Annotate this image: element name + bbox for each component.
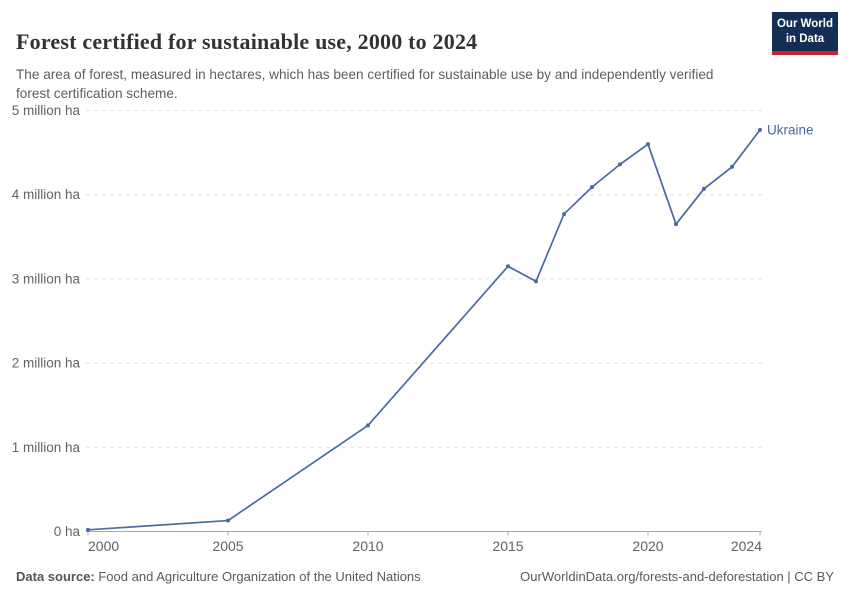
y-tick-label: 3 million ha [12,271,81,286]
y-tick-label: 5 million ha [12,103,81,118]
data-source-value: Food and Agriculture Organization of the… [94,569,421,584]
data-point[interactable] [618,162,622,167]
ukraine-data-line[interactable] [87,129,761,531]
x-tick-label: 2024 [731,538,762,554]
data-point[interactable] [366,423,370,428]
data-point[interactable] [534,279,538,284]
x-tick-label: 2020 [632,538,663,554]
y-tick-label: 0 ha [54,524,81,539]
data-source-text: Data source: Food and Agriculture Organi… [16,569,421,584]
line-chart[interactable]: 0 ha 1 million ha 2 million ha 3 million ha… [0,95,850,570]
data-point[interactable] [674,222,678,227]
owid-logo[interactable]: Our World in Data [772,12,838,55]
attribution-text[interactable]: OurWorldinData.org/forests-and-deforesta… [520,569,834,584]
x-tick-label: 2015 [492,538,523,554]
data-point[interactable] [758,127,762,132]
data-point[interactable] [646,142,650,147]
chart-footer: Data source: Food and Agriculture Organi… [16,569,834,584]
x-tick-label: 2010 [352,538,383,554]
y-tick-label: 4 million ha [12,187,81,202]
data-point[interactable] [562,212,566,217]
chart-subtitle: The area of forest, measured in hectares… [16,66,714,101]
owid-logo-line1: Our World [776,18,833,30]
data-point[interactable] [590,185,594,190]
data-source-label: Data source: [16,569,95,584]
data-point[interactable] [702,186,706,191]
data-point[interactable] [226,518,230,523]
x-tick-label: 2005 [212,538,243,554]
y-tick-label: 1 million ha [12,440,81,455]
x-tick-label: 2000 [88,538,119,554]
data-point[interactable] [506,264,510,269]
data-point[interactable] [730,164,734,169]
owid-logo-line2: in Data [785,32,825,45]
chart-title: Forest certified for sustainable use, 20… [16,28,478,54]
data-point[interactable] [86,527,90,532]
y-tick-label: 2 million ha [12,356,81,371]
series-label-ukraine[interactable]: Ukraine [767,122,814,137]
